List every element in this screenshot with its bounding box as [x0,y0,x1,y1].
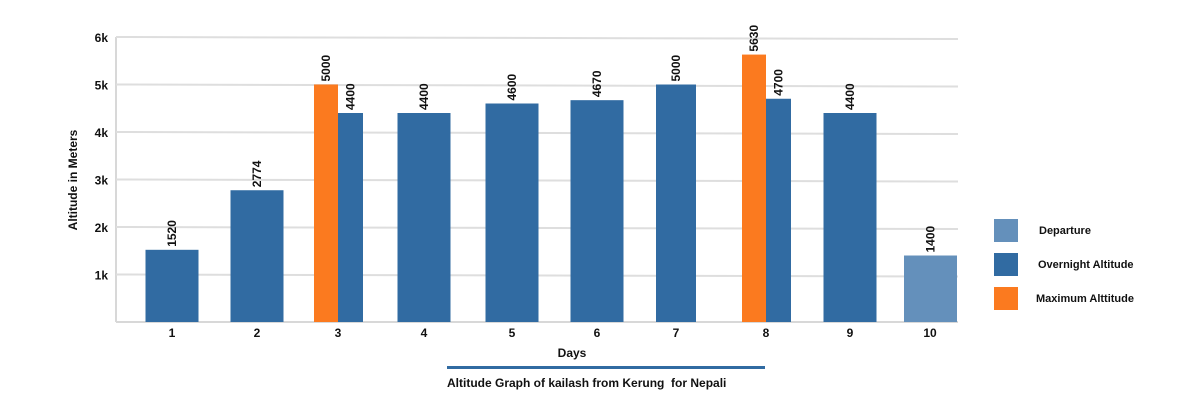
bar-overnight-altitude-day-3 [338,113,363,322]
x-tick-label: 7 [673,326,680,340]
data-label: 1400 [924,225,938,252]
chart-title: Altitude Graph of kailash from Kerung fo… [447,376,726,390]
x-tick-label: 5 [509,326,516,340]
legend-label: Maximum Alttitude [1036,293,1134,305]
y-tick-label: 2k [95,221,109,235]
bar-maximum-alttitude-day-3 [314,84,338,322]
bar-overnight-altitude-day-6 [570,100,624,322]
bar-departure-day-10 [904,255,957,322]
title-underline [447,366,765,369]
bar-maximum-alttitude-day-8 [742,54,766,322]
data-label: 4670 [590,70,604,97]
x-tick-label: 8 [763,326,770,340]
bar-overnight-altitude-day-5 [485,103,539,322]
x-tick-label: 3 [335,326,342,340]
y-axis-label: Altitude in Meters [66,129,80,230]
x-tick-label: 1 [169,326,176,340]
x-tick-label: 6 [594,326,601,340]
y-tick-label: 5k [95,79,109,93]
data-label: 4700 [772,69,786,96]
y-axis-ticks: 1k 2k 3k 4k 5k 6k [95,31,109,283]
x-tick-label: 2 [254,326,261,340]
y-tick-label: 6k [95,31,109,45]
data-label: 4600 [505,73,519,100]
x-tick-label: 4 [421,326,428,340]
bar-overnight-altitude-day-8 [766,98,791,322]
legend-label: Departure [1039,225,1091,237]
data-label: 4400 [344,83,358,110]
bar-overnight-altitude-day-7 [656,84,696,322]
data-label: 5630 [747,25,761,52]
y-tick-label: 4k [95,126,109,140]
data-label: 2774 [250,160,264,187]
data-label: 5000 [319,54,333,81]
x-tick-label: 9 [847,326,854,340]
legend-swatch [994,253,1018,276]
bar-overnight-altitude-day-2 [230,190,284,322]
gridline [115,83,959,88]
legend-swatch [994,287,1018,310]
data-label: 1520 [165,220,179,247]
x-tick-label: 10 [923,326,937,340]
gridline [115,36,959,40]
x-axis-label: Days [558,346,587,360]
data-label: 5000 [669,54,683,81]
legend-swatch [994,219,1018,242]
legend: Departure Overnight Altitude Maximum Altti… [994,219,1134,310]
legend-label: Overnight Altitude [1038,259,1134,271]
bar-overnight-altitude-day-9 [823,113,877,322]
x-axis-ticks: 1 2 3 4 5 6 7 8 9 10 [169,326,937,340]
bar-overnight-altitude-day-1 [145,249,199,322]
y-tick-label: 3k [95,174,109,188]
data-label: 4400 [843,83,857,110]
y-tick-label: 1k [95,269,109,283]
data-label: 4400 [417,83,431,110]
bars: 1520 2774 5000 4400 4400 4600 4670 5000 5630 4700… [145,25,957,322]
bar-overnight-altitude-day-4 [397,113,451,322]
